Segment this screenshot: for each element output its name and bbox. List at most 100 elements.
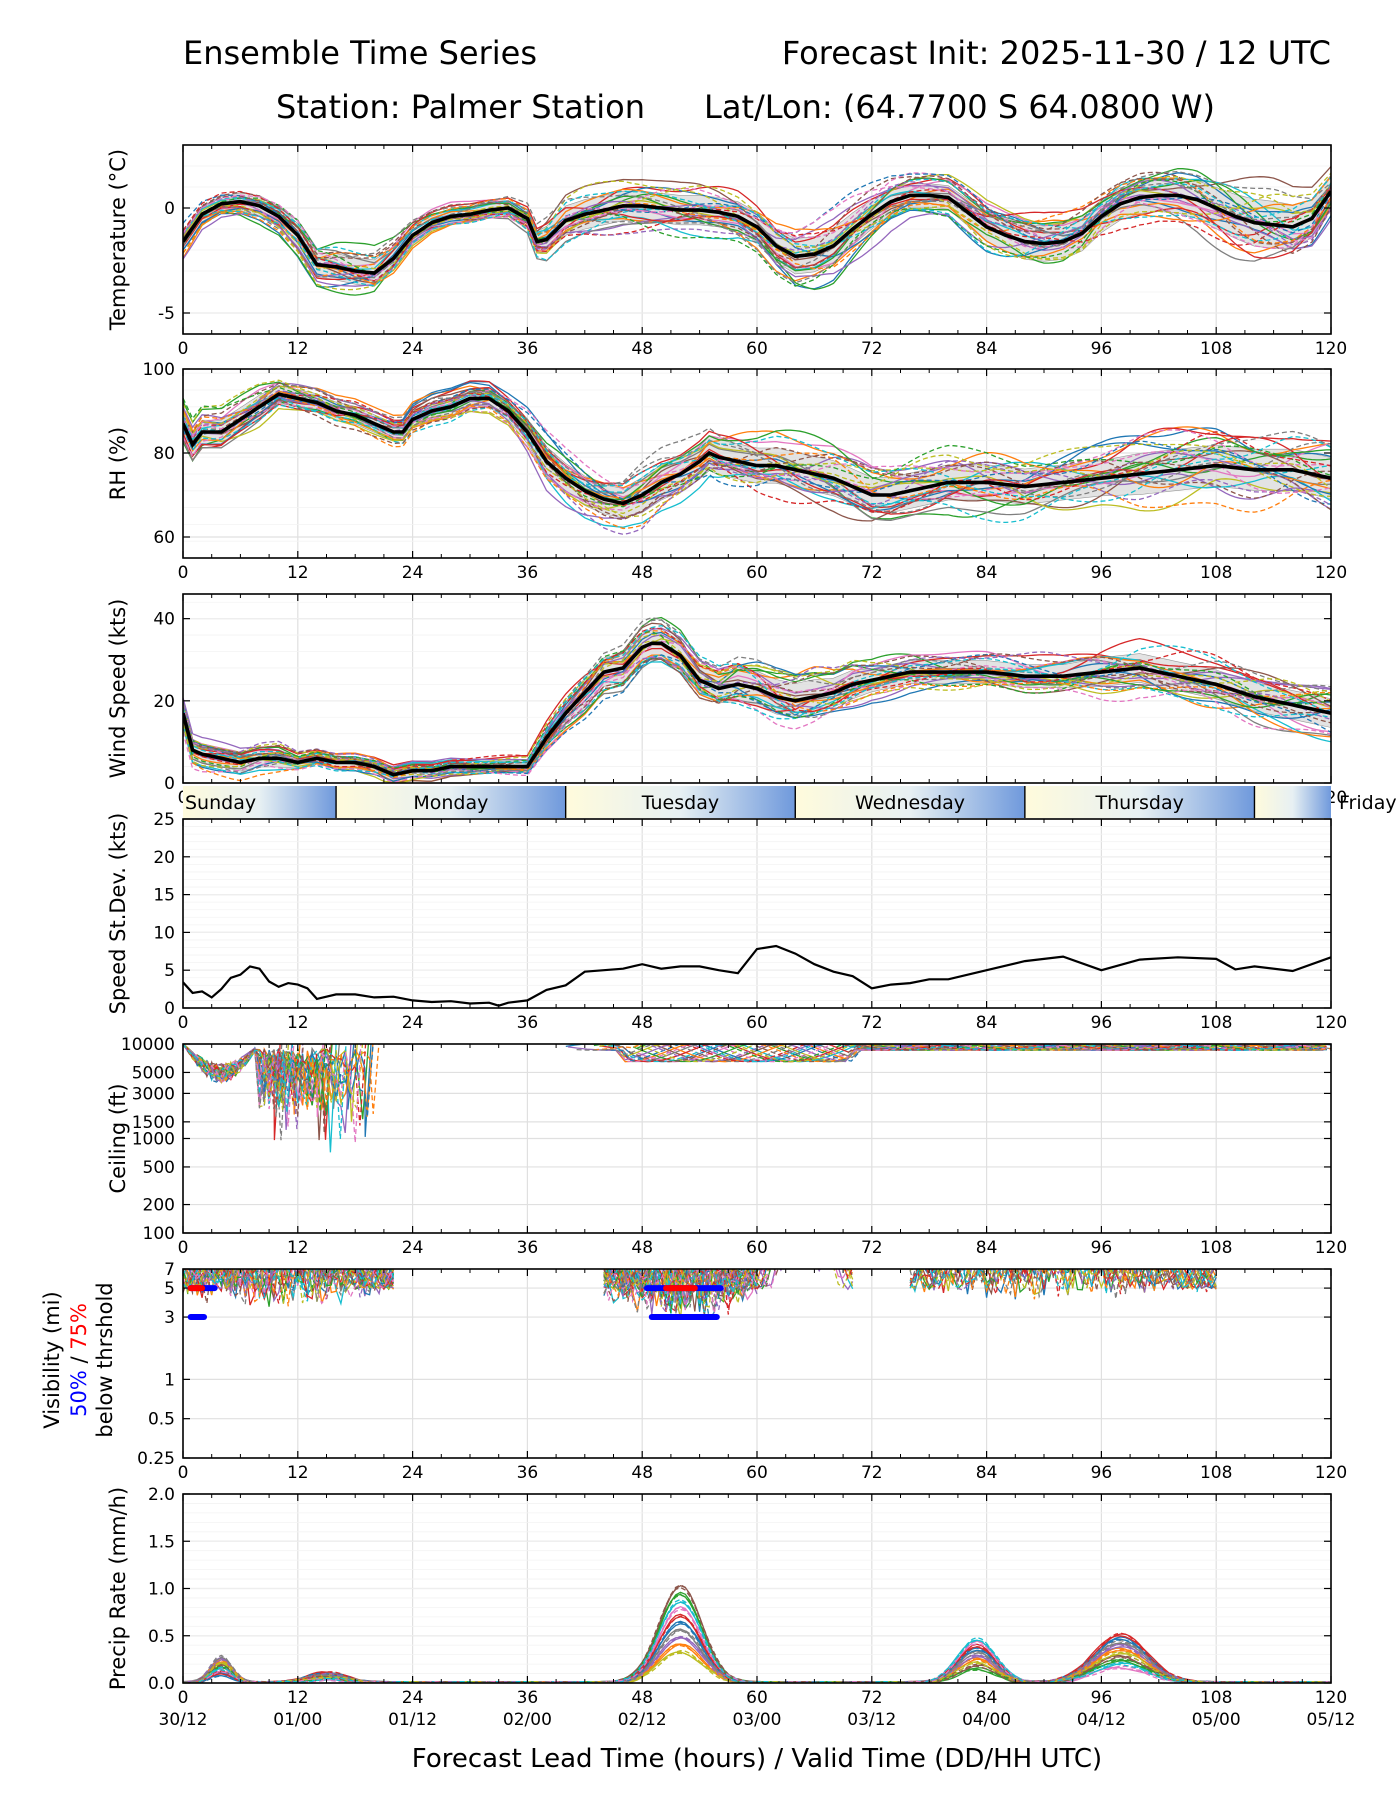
temperature-xtick-label: 96 — [1091, 339, 1113, 359]
valid-time-label: 02/12 — [618, 1710, 667, 1730]
rh-member-line — [183, 389, 1331, 500]
temperature-xtick-label: 24 — [402, 339, 424, 359]
wind-member-line — [183, 630, 1331, 782]
temperature-member-line — [183, 172, 1331, 291]
visibility-member-line — [188, 1269, 392, 1296]
temperature-member-line — [183, 184, 1331, 282]
wind-ylabel: Wind Speed (kts) — [106, 599, 130, 779]
day-segment — [336, 786, 566, 818]
visibility-ytick-label: 1 — [164, 1370, 175, 1390]
temperature-xtick-label: 12 — [287, 339, 309, 359]
visibility-member-line — [909, 1269, 1217, 1296]
visibility-member-line — [603, 1269, 758, 1313]
ceiling-member-line — [582, 1044, 1329, 1063]
rh-xtick-label: 72 — [861, 563, 883, 583]
rh-member-line — [183, 398, 1331, 519]
visibility-member-line — [909, 1269, 1217, 1290]
wind-ytick-label: 0 — [164, 774, 175, 794]
visibility-member-line — [183, 1269, 395, 1304]
temperature-xtick-label: 48 — [631, 339, 653, 359]
visibility-member-line — [603, 1269, 758, 1306]
stdev-xtick-label: 0 — [178, 1013, 189, 1033]
day-label-tuesday: Tuesday — [641, 792, 719, 814]
visibility-member-line — [183, 1269, 394, 1298]
visibility-member-line — [185, 1269, 386, 1307]
ceiling-xtick-label: 60 — [746, 1238, 768, 1258]
visibility-xtick-label: 60 — [746, 1463, 768, 1483]
temperature-xtick-label: 60 — [746, 339, 768, 359]
stdev-grid — [182, 818, 1332, 1009]
rh-member-line — [183, 379, 1331, 518]
temperature-member-line — [183, 181, 1331, 277]
rh-plot — [183, 379, 1331, 535]
visibility-member-line — [916, 1269, 1217, 1298]
wind-plot — [183, 616, 1331, 783]
stdev-plot — [183, 944, 1331, 1007]
rh-xtick-label: 60 — [746, 563, 768, 583]
wind-ytick-label: 20 — [153, 692, 175, 712]
precip-member-line — [183, 1629, 1331, 1683]
day-segment — [1254, 786, 1331, 818]
visibility-member-line — [194, 1269, 395, 1301]
day-label-thursday: Thursday — [1094, 792, 1183, 814]
rh-xtick-label: 36 — [517, 563, 539, 583]
rh-xtick-label: 120 — [1315, 563, 1347, 583]
visibility-xtick-label: 72 — [861, 1463, 883, 1483]
visibility-member-line — [917, 1269, 1209, 1300]
valid-time-label: 05/00 — [1192, 1710, 1241, 1730]
valid-time-label: 01/12 — [388, 1710, 437, 1730]
visibility-member-line — [603, 1269, 758, 1315]
precip-xtick-label: 36 — [517, 1688, 539, 1708]
valid-time-label: 04/12 — [1077, 1710, 1126, 1730]
panel-ceiling: 0 12 24 36 48 60 72 84 96 108 120 100 200 500 10001500… — [106, 1035, 1347, 1258]
precip-member-line — [183, 1598, 1331, 1683]
ceiling-ylabel: Ceiling (ft) — [106, 1083, 130, 1193]
temperature-mean-line — [183, 190, 1331, 275]
ceiling-member-line — [183, 1044, 367, 1126]
wind-member-line — [183, 631, 1331, 769]
visibility-member-line — [758, 1269, 776, 1287]
stdev-xtick-label: 36 — [517, 1013, 539, 1033]
visibility-member-line — [761, 1269, 777, 1289]
valid-time-label: 05/12 — [1307, 1710, 1356, 1730]
visibility-member-line — [909, 1269, 1217, 1295]
station-label: Station: Palmer Station — [276, 88, 645, 126]
precip-xtick-label: 24 — [402, 1688, 424, 1708]
ceiling-member-line — [183, 1044, 347, 1140]
ceiling-member-line — [635, 1044, 1325, 1063]
visibility-ylabel-text: Visibility (mi) — [40, 1291, 64, 1428]
visibility-member-line — [918, 1269, 1211, 1294]
rh-xtick-label: 108 — [1200, 563, 1232, 583]
precip-member-line — [183, 1629, 1331, 1683]
ceiling-xtick-label: 48 — [631, 1238, 653, 1258]
ceiling-xtick-label: 12 — [287, 1238, 309, 1258]
visibility-member-line — [916, 1269, 1209, 1290]
temperature-plot — [183, 166, 1331, 296]
ceiling-xtick-label: 72 — [861, 1238, 883, 1258]
visibility-member-line — [756, 1269, 783, 1282]
stdev-xtick-label: 96 — [1091, 1013, 1113, 1033]
ceiling-xtick-label: 120 — [1315, 1238, 1347, 1258]
day-label-monday: Monday — [413, 792, 488, 814]
rh-xtick-label: 96 — [1091, 563, 1113, 583]
ceiling-ytick-label: 3000 — [132, 1084, 175, 1104]
rh-member-line — [183, 388, 1331, 505]
wind-member-line — [183, 654, 1331, 772]
visibility-member-line — [756, 1269, 779, 1276]
ceiling-member-line — [183, 1044, 290, 1110]
visibility-grid — [182, 1268, 1332, 1459]
temperature-ylabel: Temperature (°C) — [106, 149, 130, 331]
precip-ytick-label: 1.0 — [148, 1580, 175, 1600]
stdev-xtick-label: 84 — [976, 1013, 998, 1033]
visibility-xtick-label: 24 — [402, 1463, 424, 1483]
visibility-member-line — [183, 1269, 395, 1306]
precip-ylabel: Precip Rate (mm/h) — [106, 1487, 130, 1690]
panel-visibility: 0 12 24 36 48 60 72 84 96 108 120 0.25 0.5 1 3 57 — [137, 1260, 1347, 1483]
rh-ylabel: RH (%) — [106, 427, 130, 500]
rh-xtick-label: 24 — [402, 563, 424, 583]
visibility-member-line — [183, 1269, 395, 1303]
x-axis-label: Forecast Lead Time (hours) / Valid Time … — [412, 1744, 1102, 1774]
stdev-xtick-label: 48 — [631, 1013, 653, 1033]
temperature-member-line — [183, 175, 1331, 269]
ceiling-ytick-label: 500 — [143, 1158, 175, 1178]
